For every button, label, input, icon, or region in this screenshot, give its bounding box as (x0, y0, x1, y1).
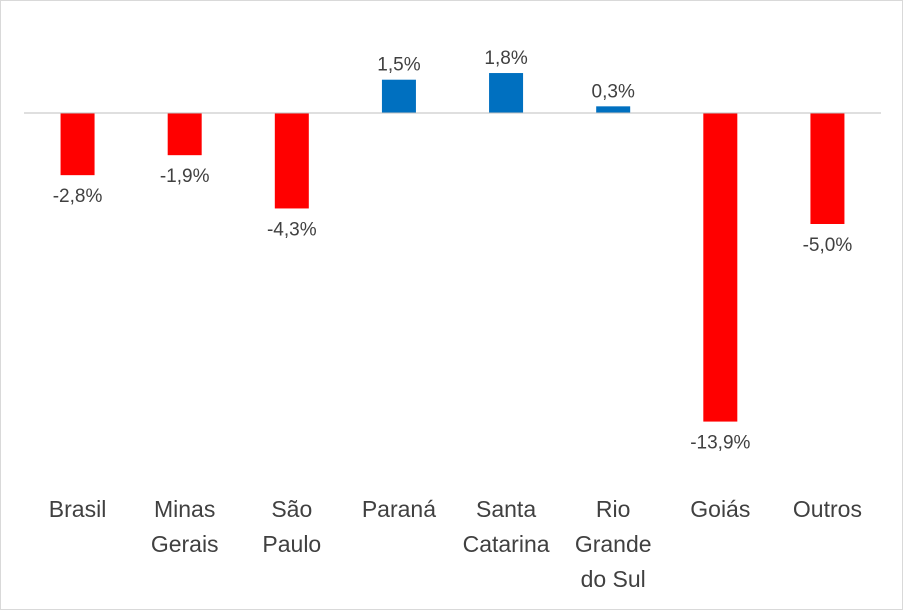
data-label-3: 1,5% (377, 55, 420, 76)
category-label-4-line-0: Santa (476, 496, 536, 522)
category-labels-group: Brasil Minas Gerais São Paulo Paraná Santa Cata… (49, 496, 862, 592)
category-label-2-line-0: São (271, 496, 312, 522)
category-label-2-line-1: Paulo (262, 531, 321, 557)
category-label-0-line-0: Brasil (49, 496, 107, 522)
bar-6 (703, 113, 738, 422)
bars-group (60, 73, 845, 422)
bar-1 (167, 113, 202, 156)
category-label-3-line-0: Paraná (362, 496, 436, 522)
category-label-5-line-0: Rio (596, 496, 631, 522)
category-label-5-line-1: Grande (575, 531, 652, 557)
data-labels-group: -2,8% -1,9% -4,3% 1,5% 1,8% 0,3% -13,9% -5,0% (53, 48, 853, 454)
bar-2 (274, 113, 309, 209)
bar-0 (60, 113, 95, 176)
data-label-2: -4,3% (267, 219, 317, 240)
category-label-4-line-1: Catarina (463, 531, 550, 557)
category-label-6-line-0: Goiás (690, 496, 750, 522)
category-label-1-line-1: Gerais (151, 531, 219, 557)
category-label-7-line-0: Outros (793, 496, 862, 522)
bar-3 (381, 79, 416, 113)
bar-5 (596, 106, 631, 113)
bar-7 (810, 113, 845, 224)
data-label-1: -1,9% (160, 166, 210, 187)
data-label-4: 1,8% (484, 48, 527, 69)
data-label-7: -5,0% (803, 235, 853, 256)
data-label-5: 0,3% (592, 81, 635, 102)
data-label-0: -2,8% (53, 186, 103, 207)
data-label-6: -13,9% (690, 433, 750, 454)
category-label-5-line-2: do Sul (581, 566, 646, 592)
bar-4 (489, 73, 524, 113)
category-label-1-line-0: Minas (154, 496, 215, 522)
